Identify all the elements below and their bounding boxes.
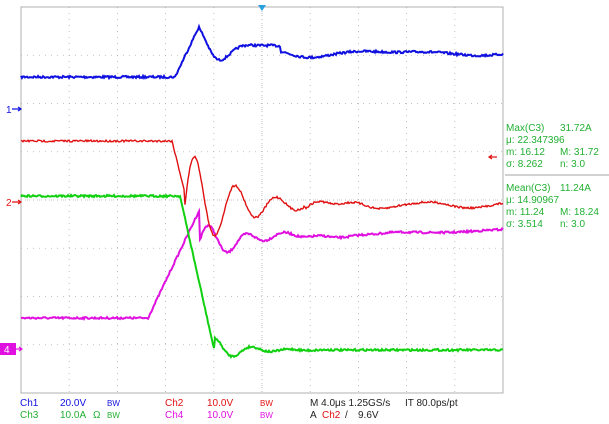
ch3-scale: 10.0A [60, 410, 87, 421]
waveform-traces [20, 23, 504, 359]
ch3-bw-icon: BW [107, 411, 120, 420]
mean-maxval: M: 18.24 [560, 207, 599, 218]
mean-sigma: σ: 3.514 [506, 219, 543, 230]
max-maxval: M: 31.72 [560, 147, 599, 158]
ch2-scale: 10.0V [207, 398, 234, 409]
max-mu: μ: 22.347396 [506, 135, 565, 146]
ch4-scale: 10.0V [207, 410, 234, 421]
ch3-label: Ch3 [20, 410, 39, 421]
trigger-position-icon [258, 5, 266, 11]
trigger-level: 9.6V [358, 410, 379, 421]
graticule [20, 5, 504, 394]
ch4-marker-box [0, 343, 16, 355]
ch1-bw-icon: BW [107, 399, 120, 408]
mean-min: m: 11.24 [506, 207, 545, 218]
mean-count: n: 3.0 [560, 219, 586, 230]
ch4-label: Ch4 [165, 410, 184, 421]
max-sigma: σ: 8.262 [506, 159, 543, 170]
ch3-trace [20, 193, 503, 359]
mean-title: Mean(C3) [506, 183, 551, 194]
trigger-slope-icon: / [345, 410, 348, 421]
ch2-marker-arrow-icon [12, 199, 23, 205]
ch4-marker-arrow-icon [16, 346, 24, 352]
ch1-scale: 20.0V [60, 398, 87, 409]
ch4-trace [20, 207, 504, 321]
trigger-source-label: A [310, 410, 317, 421]
trigger-level-arrow-icon [487, 154, 497, 160]
measurement-panel: Max(C3) 31.72A μ: 22.347396 m: 16.12 M: … [506, 123, 606, 263]
trigger-channel: Ch2 [322, 410, 341, 421]
ch4-marker-label: 4 [4, 345, 10, 356]
max-title: Max(C3) [506, 123, 545, 134]
mean-value: 11.24A [560, 183, 591, 194]
ch1-label: Ch1 [20, 398, 39, 409]
max-min: m: 16.12 [506, 147, 545, 158]
max-value: 31.72A [560, 123, 592, 134]
channel-markers: 1 2 4 [0, 105, 609, 356]
ch2-label: Ch2 [165, 398, 184, 409]
max-count: n: 3.0 [560, 159, 586, 170]
ch1-trace [20, 23, 504, 81]
ch2-trace [20, 138, 504, 238]
ch3-omega-icon: Ω [93, 410, 101, 421]
ch2-marker-label: 2 [6, 198, 12, 209]
ch2-bw-icon: BW [260, 399, 273, 408]
mean-mu: μ: 14.90967 [506, 195, 560, 206]
ch4-bw-icon: BW [260, 411, 273, 420]
timebase-readout: M 4.0μs 1.25GS/s [310, 398, 391, 409]
record-readout: IT 80.0ps/pt [405, 398, 458, 409]
ch1-marker-label: 1 [6, 105, 12, 116]
ch1-marker-arrow-icon [12, 106, 23, 112]
